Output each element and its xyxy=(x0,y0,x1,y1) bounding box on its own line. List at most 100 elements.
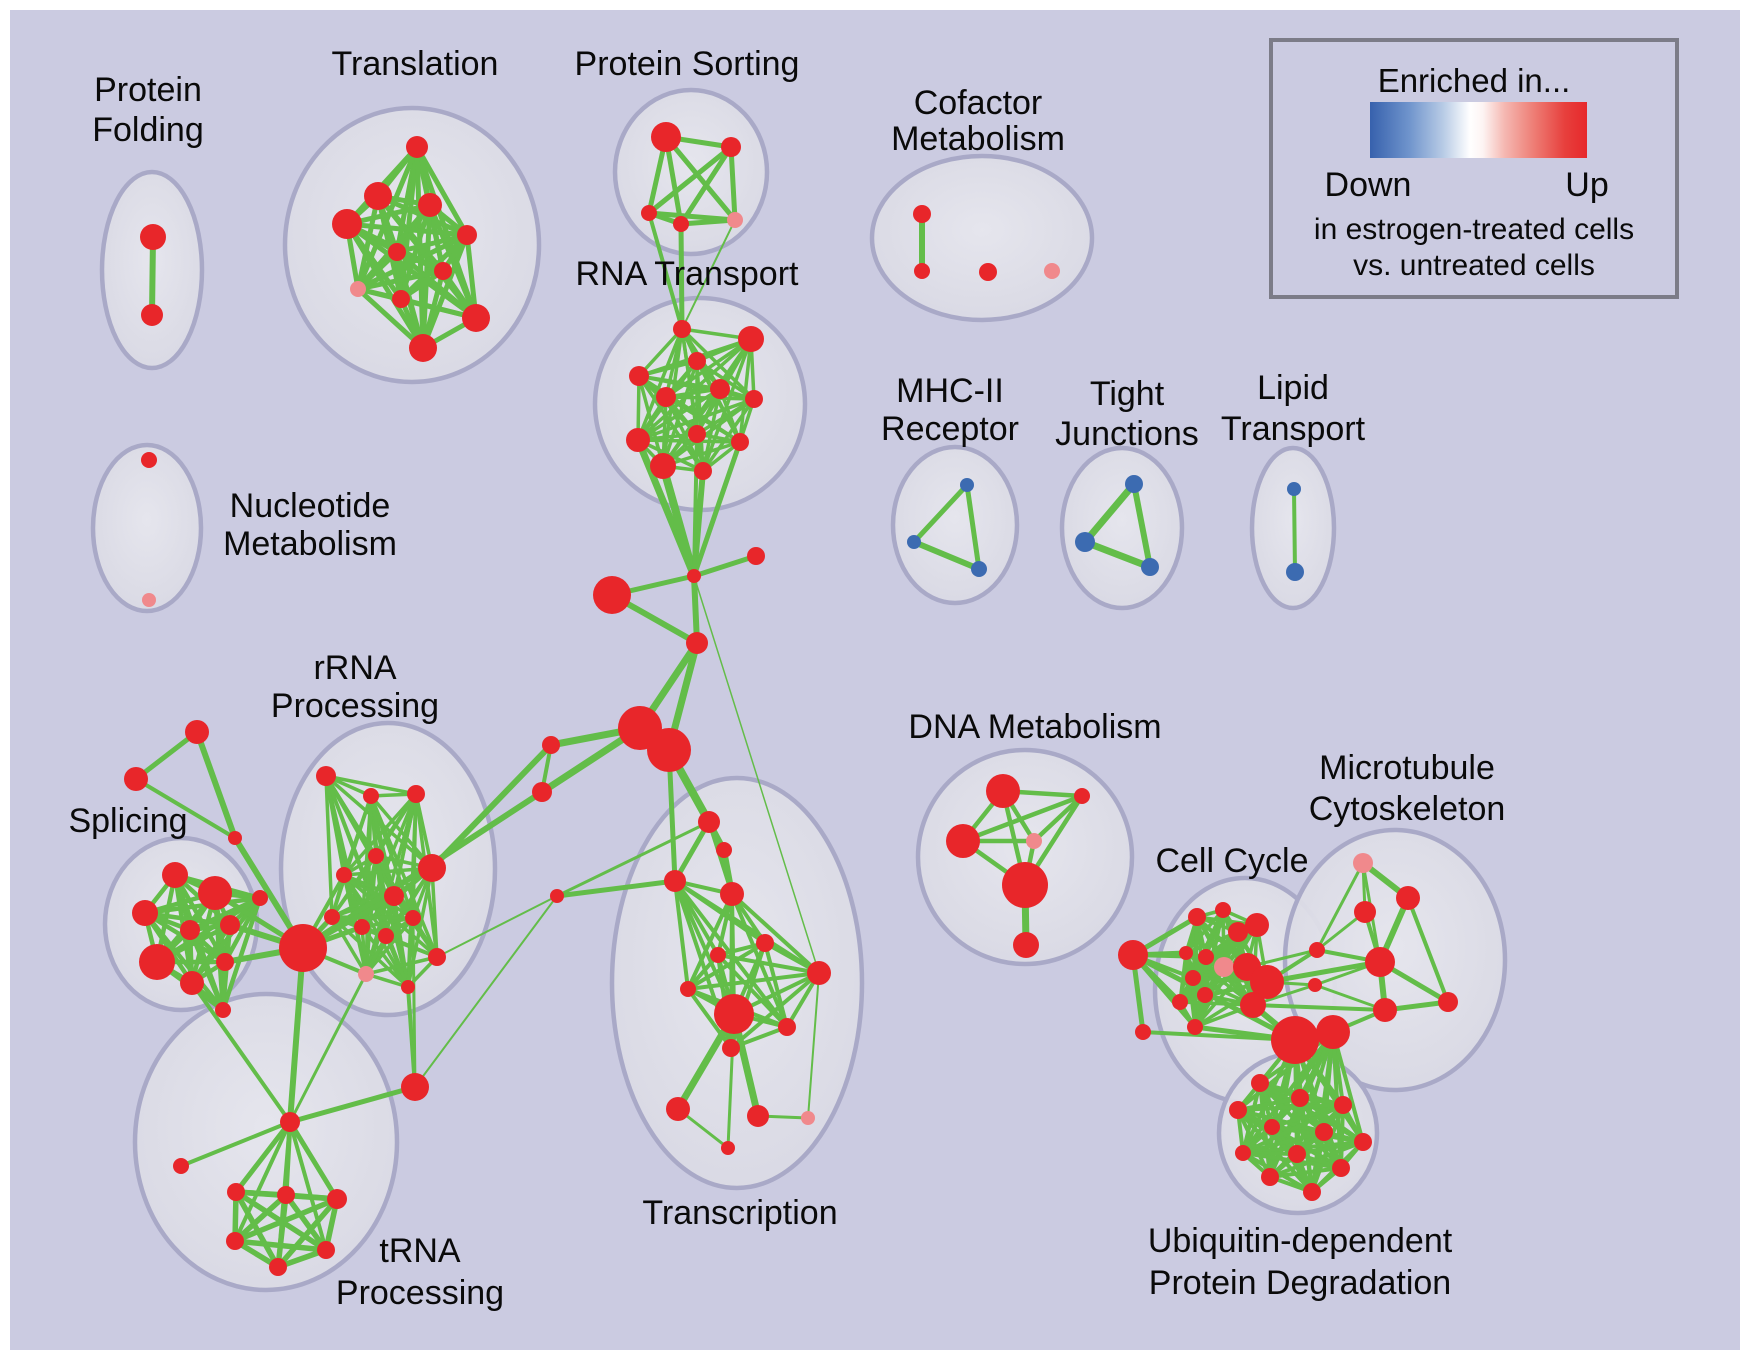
nodes-layer xyxy=(124,122,1458,1276)
edge-ps2-ps5 xyxy=(728,144,738,223)
node-cn2 xyxy=(1308,978,1322,992)
edge-t1-t2 xyxy=(133,729,200,782)
edge-cc1-cc16 xyxy=(1131,953,1197,1029)
node-ps5 xyxy=(727,212,743,228)
legend-title: Enriched in... xyxy=(1378,62,1571,99)
cluster-transcription-label: Transcription xyxy=(642,1194,837,1232)
edge-tx3-tx8 xyxy=(673,879,690,991)
edge-rr1-rr8 xyxy=(324,774,334,919)
edge-ub10-ub11 xyxy=(1268,1166,1343,1179)
cluster-cofactor-metabolism-ellipse xyxy=(869,153,1095,323)
cluster-ubiquitin-degradation-label: Ubiquitin-dependent xyxy=(1148,1222,1453,1260)
legend-down-label: Down xyxy=(1325,166,1412,204)
edge-rt1-rt8 xyxy=(636,327,684,442)
edge-tn0-sp8 xyxy=(190,981,292,1124)
node-tx11 xyxy=(722,1039,740,1057)
node-tn1 xyxy=(173,1158,189,1174)
node-rt3 xyxy=(688,352,706,370)
node-tr11 xyxy=(409,334,437,362)
edge-mh1-mh2 xyxy=(911,482,970,545)
edge-tj1-tj2 xyxy=(1081,480,1138,546)
edge-cc17-cc15 xyxy=(1141,1030,1297,1042)
edge-rt2-rt8 xyxy=(636,337,753,442)
edge-ps4-ps5 xyxy=(678,217,738,227)
node-dm2 xyxy=(1074,788,1090,804)
edge-rt5-rt7 xyxy=(664,395,756,401)
node-sp8 xyxy=(180,971,204,995)
edge-rt9-j1 xyxy=(692,432,699,578)
node-rr1 xyxy=(316,766,336,786)
cluster-lipid-transport-label: Lipid xyxy=(1257,369,1329,407)
edge-rt7-rt11 xyxy=(661,397,756,468)
node-tx15 xyxy=(721,1141,735,1155)
edge-mt2-mt6 xyxy=(1406,896,1450,1004)
edge-rt1-rt4 xyxy=(637,327,684,378)
node-dm1 xyxy=(986,774,1020,808)
edge-rt7-rt12 xyxy=(701,397,756,473)
node-pf1 xyxy=(140,224,166,250)
edge-tr5-tr6 xyxy=(394,232,470,255)
node-tx13 xyxy=(747,1105,769,1127)
node-sp4 xyxy=(180,920,200,940)
edge-lp1-lp2 xyxy=(1292,487,1297,574)
node-sp9 xyxy=(216,953,234,971)
edge-sp3-sp6 xyxy=(142,895,263,916)
node-cc11 xyxy=(1185,970,1201,986)
node-rt7 xyxy=(745,390,763,408)
node-tr9 xyxy=(392,290,410,308)
cluster-protein-sorting-label: Protein Sorting xyxy=(575,45,800,83)
node-cc10 xyxy=(1250,965,1284,999)
edge-ps2-ps4 xyxy=(678,144,734,227)
node-h2 xyxy=(647,728,691,772)
edge-tp3-tp4 xyxy=(232,1196,340,1244)
edge-tr4-tr11 xyxy=(344,221,426,351)
node-tx5 xyxy=(756,934,774,952)
edge-tr2-tr8 xyxy=(355,193,381,292)
node-tp6 xyxy=(269,1258,287,1276)
node-ub8 xyxy=(1235,1145,1251,1161)
node-r0 xyxy=(279,924,327,972)
node-tx1 xyxy=(698,811,720,833)
cluster-trna-processing-label: Processing xyxy=(336,1274,504,1312)
edge-tr3-tr10 xyxy=(427,202,479,321)
node-tp2 xyxy=(277,1186,295,1204)
edge-rt3-rt7 xyxy=(695,359,756,401)
edge-c3-tx3 xyxy=(554,878,678,899)
edge-rr5-rr6 xyxy=(342,866,434,877)
node-tx8 xyxy=(680,981,696,997)
node-lp2 xyxy=(1286,563,1304,581)
node-mh3 xyxy=(971,561,987,577)
cluster-splicing-label: Splicing xyxy=(68,802,187,840)
edge-tp3-tp6 xyxy=(275,1196,340,1270)
edge-tx6-tx10 xyxy=(716,953,789,1029)
edge-rt10-j1 xyxy=(691,439,743,579)
node-rt11 xyxy=(650,453,676,479)
edge-ub5-ub8 xyxy=(1241,1103,1345,1155)
edge-tp2-tp4 xyxy=(232,1192,289,1244)
node-ub10 xyxy=(1261,1168,1279,1186)
edge-tn0-rr15 xyxy=(287,1084,418,1125)
node-ub6 xyxy=(1315,1123,1333,1141)
node-m2 xyxy=(686,632,708,654)
node-rr15 xyxy=(401,1073,429,1101)
node-rr5 xyxy=(336,867,352,883)
edge-rt6-rt8 xyxy=(636,387,722,442)
legend-subtitle-line1: in estrogen-treated cells xyxy=(1314,213,1634,246)
cluster-protein-sorting-ellipse xyxy=(612,87,770,257)
node-ub11 xyxy=(1332,1159,1350,1177)
node-rt8 xyxy=(626,428,650,452)
cluster-cell-cycle-label: Cell Cycle xyxy=(1155,842,1308,880)
cluster-tight-junctions-ellipse xyxy=(1059,445,1185,611)
cluster-nucleotide-metabolism-ellipse xyxy=(90,442,204,614)
node-tr10 xyxy=(462,304,490,332)
node-mt6 xyxy=(1438,992,1458,1012)
node-t2 xyxy=(124,767,148,791)
node-t3 xyxy=(228,831,242,845)
node-j1 xyxy=(687,569,701,583)
cluster-nucleotide-metabolism-label: Nucleotide xyxy=(230,487,391,525)
edge-rr15-rr11 xyxy=(411,916,417,1089)
node-cc5 xyxy=(1245,913,1269,937)
node-lp1 xyxy=(1287,482,1301,496)
node-rr2 xyxy=(363,788,379,804)
node-tx14 xyxy=(801,1111,815,1125)
